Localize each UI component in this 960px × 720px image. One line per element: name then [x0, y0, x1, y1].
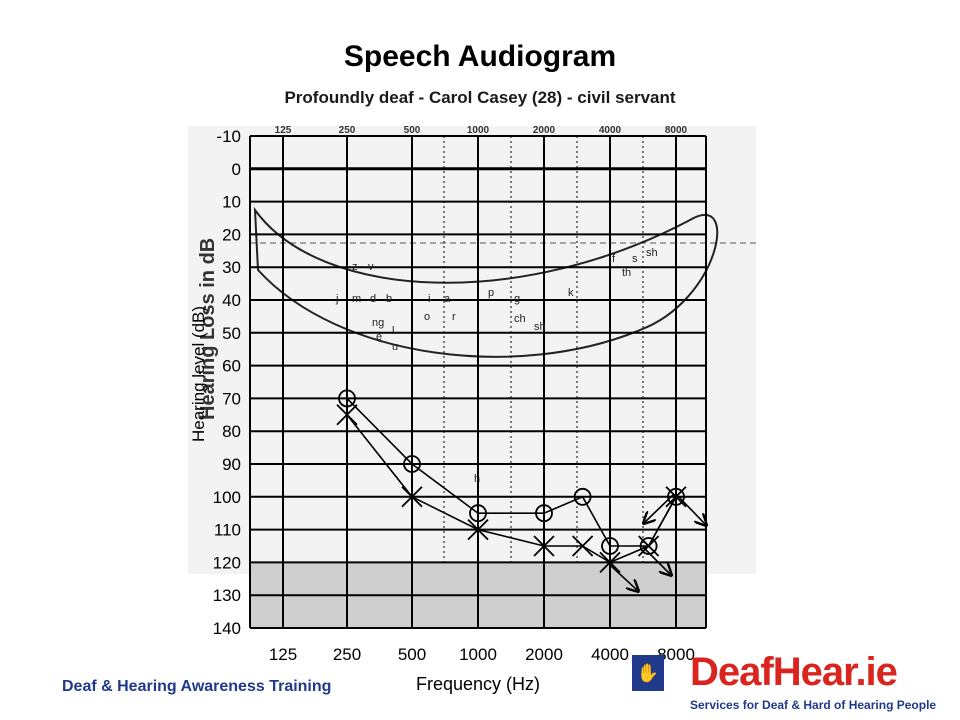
x-top-tick-label: 1000: [467, 125, 490, 136]
brand-logo: DeafHear.ie: [690, 650, 898, 694]
x-top-tick-label: 250: [339, 125, 356, 136]
speech-letter: j: [335, 293, 338, 305]
circle-point: [601, 537, 619, 555]
page-title: Speech Audiogram: [343, 40, 617, 73]
speech-letter: m: [352, 293, 361, 305]
x-tick-label: 1000: [459, 645, 497, 664]
y-axis-label: Hearing level (dB): [189, 306, 208, 442]
y-tick-label: 120: [213, 553, 241, 572]
cross-point: [571, 535, 594, 557]
x-top-tick-label: 125: [275, 125, 292, 136]
speech-letter: ch: [514, 313, 526, 325]
speech-letter: sh: [646, 247, 658, 259]
speech-letter: r: [452, 311, 456, 323]
cross-series-line: [346, 414, 677, 564]
speech-letter: u: [392, 341, 398, 353]
y-tick-label: 140: [213, 619, 241, 638]
speech-letter: o: [424, 311, 430, 323]
circle-point: [573, 487, 592, 506]
cross-point: [637, 535, 660, 557]
footer-training-text: Deaf & Hearing Awareness Training: [62, 678, 332, 695]
circle-point: [469, 504, 487, 523]
y-tick-label: 130: [213, 586, 241, 605]
grid: [249, 135, 707, 629]
speech-letter: a: [444, 293, 451, 305]
speech-banana: [253, 206, 719, 358]
x-tick-label: 250: [333, 645, 361, 664]
y-tick-label: 50: [222, 324, 241, 343]
speech-letter: k: [568, 287, 574, 299]
cross-point: [533, 535, 555, 557]
speech-letter: ng: [372, 317, 384, 329]
no-response-arrow: [609, 564, 637, 590]
speech-letter: z: [352, 261, 358, 273]
y-tick-label: 20: [222, 225, 241, 244]
x-tick-label: 8000: [657, 645, 695, 664]
no-response-arrow: [675, 493, 705, 524]
speech-letter: sh: [534, 321, 546, 333]
y-tick-label: 100: [213, 488, 241, 507]
y-tick-label: 110: [214, 521, 241, 540]
speech-letter: g: [514, 293, 520, 305]
x-top-tick-label: 500: [404, 125, 421, 136]
x-axis-label: Frequency (Hz): [416, 674, 540, 694]
y-tick-label: 30: [222, 258, 241, 277]
y-tick-label: 60: [222, 357, 241, 376]
speech-letter: s: [632, 253, 638, 265]
x-top-tick-label: 8000: [665, 125, 688, 136]
speech-letter: th: [622, 267, 631, 279]
y-tick-label: 90: [222, 455, 241, 474]
x-tick-label: 2000: [525, 645, 563, 664]
y-tick-label: 70: [222, 389, 241, 408]
x-top-tick-label: 4000: [599, 125, 622, 136]
y-tick-label: 40: [222, 291, 241, 310]
speech-letter: h: [474, 473, 480, 485]
circle-point: [639, 537, 658, 555]
circle-point: [667, 487, 685, 506]
speech-letter: v: [368, 261, 374, 273]
hand-logo-icon: ✋: [632, 655, 664, 691]
circle-series-line: [346, 397, 677, 547]
y-tick-label: -10: [216, 127, 241, 146]
speech-letter: d: [370, 293, 376, 305]
cross-point: [401, 486, 423, 508]
page-subtitle: Profoundly deaf - Carol Casey (28) - civ…: [284, 88, 676, 107]
cross-point: [599, 551, 621, 574]
speech-letter: p: [488, 287, 494, 299]
cross-point: [665, 486, 687, 508]
no-response-arrow: [642, 546, 670, 574]
y-tick-label: 80: [222, 422, 241, 441]
circle-point: [535, 504, 553, 523]
speech-letter: l: [392, 325, 394, 337]
series-layer: [336, 389, 705, 590]
y-tick-label: 10: [222, 193, 241, 212]
x-top-tick-label: 2000: [533, 125, 556, 136]
background-y-axis-label: Hearing Loss in dB: [197, 238, 219, 420]
brand-tagline: Services for Deaf & Hard of Hearing Peop…: [690, 698, 937, 712]
speech-letter: i: [428, 293, 430, 305]
cross-point: [336, 404, 358, 426]
circle-point: [338, 389, 356, 408]
speech-letter: b: [386, 293, 392, 305]
x-top-tick-labels: 125 250 500 1000 2000 4000 8000: [275, 125, 688, 136]
x-tick-labels: 125 250 500 1000 2000 4000 8000: [269, 645, 695, 664]
x-tick-label: 4000: [591, 645, 629, 664]
cross-point: [467, 518, 489, 541]
no-response-arrow: [645, 493, 675, 522]
y-tick-label: 0: [232, 160, 241, 179]
speech-letter: e: [376, 331, 382, 343]
speech-letter: f: [612, 253, 616, 265]
circle-point: [403, 455, 421, 473]
x-tick-label: 125: [269, 645, 297, 664]
x-tick-label: 500: [398, 645, 426, 664]
y-tick-labels: -10 0 10 20 30 40 50 60 70 80 90 100 110 120 130 140: [213, 127, 241, 638]
